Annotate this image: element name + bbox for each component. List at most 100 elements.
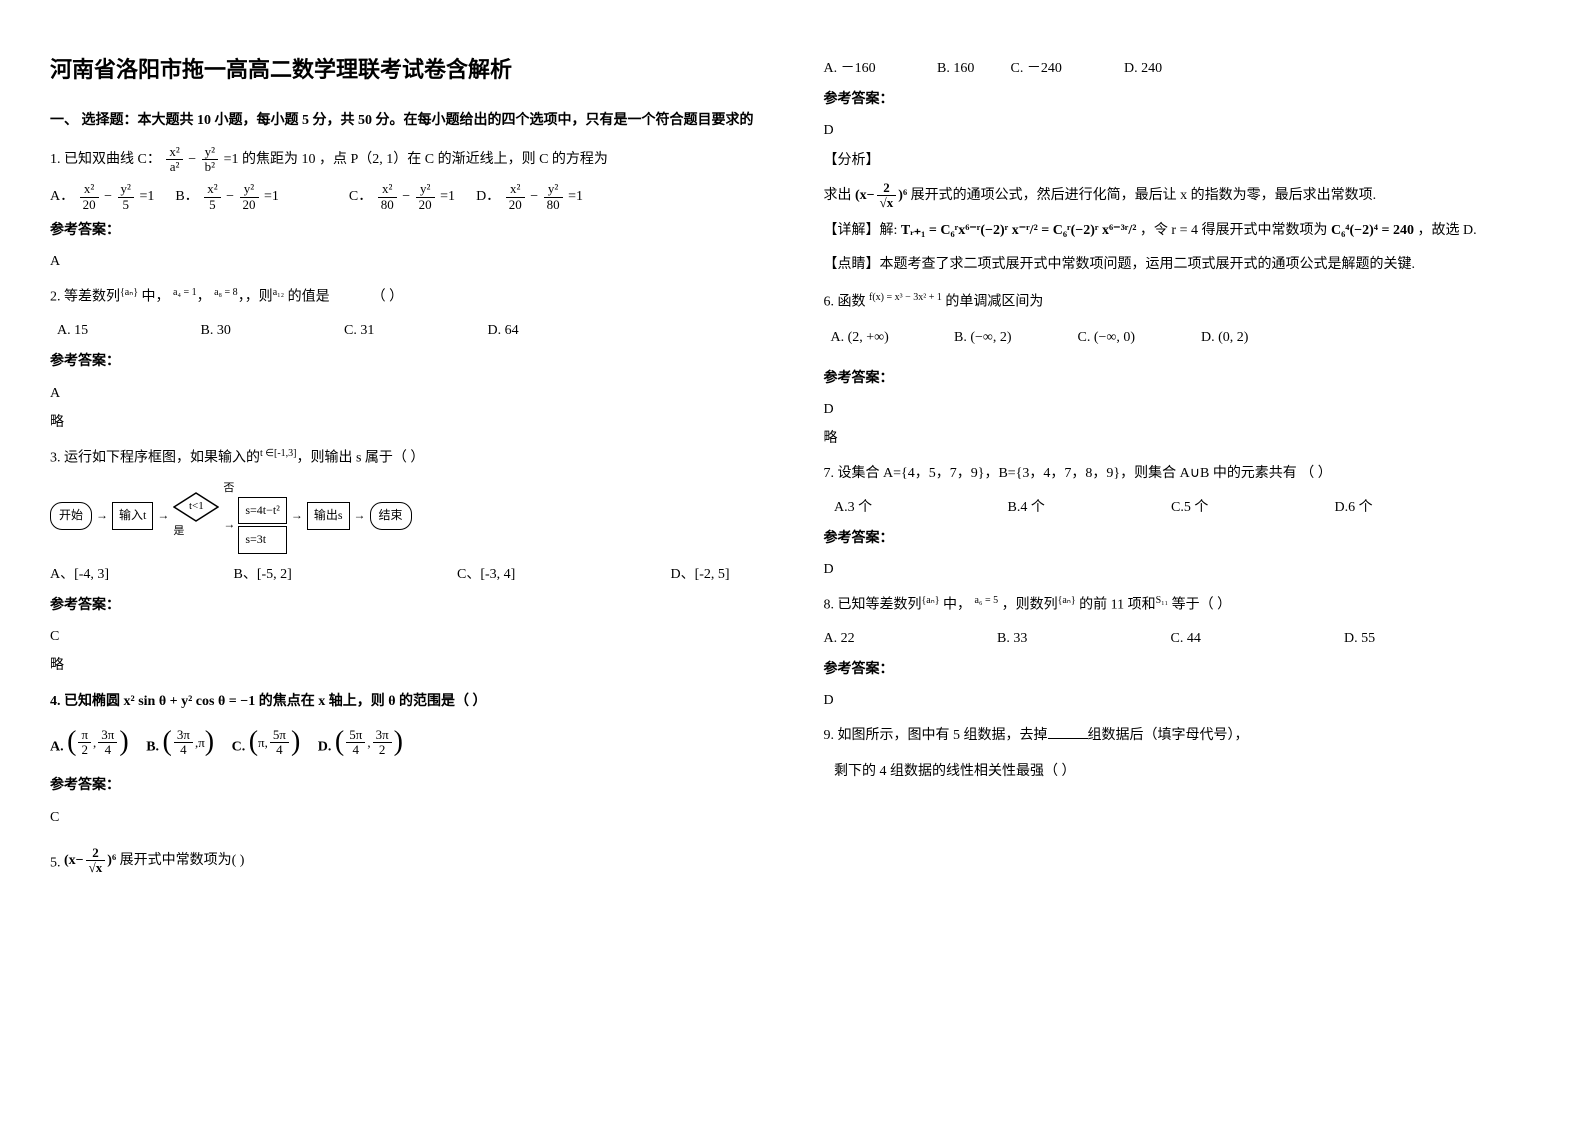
opt-c: C. 31 [344, 318, 484, 343]
q8-a6: a₆ = 5 [975, 595, 999, 606]
opt-a: A. 15 [57, 318, 197, 343]
eq: =1 [440, 189, 455, 204]
q2-a12: a₁₂ [273, 287, 284, 298]
opt-d: D、[-2, 5] [671, 567, 730, 582]
q6-b: 的单调减区间为 [945, 294, 1043, 309]
q8-c: ，则数列 [1002, 598, 1058, 613]
frac: x²20 [506, 182, 525, 212]
q3-a: 3. 运行如下程序框图，如果输入的 [50, 451, 260, 466]
answer-label: 参考答案： [824, 366, 1538, 391]
q8-options: A. 22 B. 33 C. 44 D. 55 [824, 626, 1538, 651]
q2-e: 的值是 [288, 290, 330, 305]
fc-input: 输入t [112, 502, 153, 530]
opt-d-label: D． [476, 189, 500, 204]
answer-label: 参考答案： [824, 87, 1538, 112]
opt-a-label: A. [50, 739, 64, 754]
xiangjie-label: 【详解】 [824, 223, 880, 238]
q8-d: 的前 11 项和 [1079, 598, 1155, 613]
question-5: 5. (x−2√x)⁶ 展开式中常数项为( ) [50, 846, 754, 876]
q8-an2: {aₙ} [1058, 595, 1076, 606]
q8-answer: D [824, 688, 1538, 713]
q2-a: 2. 等差数列 [50, 290, 120, 305]
opt-d: D.6 个 [1335, 500, 1373, 515]
fc-end: 结束 [370, 502, 412, 530]
question-8: 8. 已知等差数列{aₙ} 中， a₆ = 5 ，则数列{aₙ} 的前 11 项… [824, 592, 1538, 618]
q2-d: ，则 [245, 290, 273, 305]
q4-options: A. (π2,3π4) B. (3π4,π) C. (π,5π4) D. (5π… [50, 728, 754, 760]
question-3: 3. 运行如下程序框图，如果输入的t ∈[-1,3]，则输出 s 属于（ ） [50, 445, 754, 471]
q3-t: t ∈[-1,3] [260, 448, 296, 459]
frac: y²20 [416, 182, 435, 212]
q1-stem-b: =1 的焦距为 10 ，点 P（2, 1）在 C 的渐近线上，则 C 的方程为 [224, 152, 608, 167]
q5-eq2: C₆⁴(−2)⁴ = 240 [1331, 223, 1414, 238]
opt-b-label: B. [146, 739, 159, 754]
opt-b: B. 160 [937, 56, 1007, 81]
question-2: 2. 等差数列{aₙ} 中， a₄ = 1， a₈ = 8，，则a₁₂ 的值是 … [50, 284, 754, 310]
opt-c: C、[-3, 4] [457, 562, 667, 587]
eq: =1 [568, 189, 583, 204]
q2-c2: ， [238, 290, 245, 305]
q2-lue: 略 [50, 410, 754, 435]
q8-a: 8. 已知等差数列 [824, 598, 922, 613]
opt-c-label: C． [349, 189, 372, 204]
q6-options: A. (2, +∞) B. (−∞, 2) C. (−∞, 0) D. (0, … [824, 325, 1538, 350]
opt-b: B.4 个 [1008, 495, 1168, 520]
question-6: 6. 函数 f(x) = x³ − 3x² + 1 的单调减区间为 [824, 289, 1538, 315]
fc-branches: s=4t−t² s=3t [238, 497, 286, 554]
opt-c: C. －240 [1011, 56, 1121, 81]
q8-s11: S₁₁ [1156, 595, 1169, 606]
question-7: 7. 设集合 A={4，5，7，9}，B={3，4，7，8，9}，则集合 A∪B… [824, 461, 1538, 486]
frac: y²80 [544, 182, 563, 212]
opt-b-label: B． [175, 189, 198, 204]
question-9b: 剩下的 4 组数据的线性相关性最强（ ） [824, 759, 1538, 784]
q4-answer: C [50, 805, 754, 830]
q1-options: A． x²20 − y²5 =1 B． x²5 − y²20 =1 C． x²8… [50, 182, 754, 212]
opt-a: A. －160 [824, 56, 934, 81]
section-heading: 一、 选择题：本大题共 10 小题，每小题 5 分，共 50 分。在每小题给出的… [50, 108, 754, 133]
q9-a: 9. 如图所示，图中有 5 组数据，去掉 [824, 728, 1048, 743]
opt-b: B. 30 [201, 318, 341, 343]
q5-options: A. －160 B. 160 C. －240 D. 240 [824, 56, 1538, 81]
q2-b: 中， [142, 290, 170, 305]
q2-a4: a₄ = 1 [173, 287, 197, 298]
fc-cond-group: t<1 是 [173, 492, 219, 540]
q5-detail-b: ，故选 D. [1417, 223, 1476, 238]
fc-cond: t<1 [173, 492, 219, 522]
opt-a: A. 22 [824, 626, 994, 651]
q7-answer: D [824, 557, 1538, 582]
opt-c: C. 44 [1171, 626, 1341, 651]
q2-blank: （ ） [372, 290, 404, 305]
opt-b: B. (−∞, 2) [954, 325, 1074, 350]
frac: x²a² [166, 145, 182, 175]
answer-label: 参考答案： [50, 773, 754, 798]
opt-d: D. (0, 2) [1201, 330, 1248, 345]
question-9: 9. 如图所示，图中有 5 组数据，去掉 组数据后（填字母代号）， [824, 723, 1538, 748]
q5-stem: 展开式中常数项为( ) [120, 853, 245, 868]
interval-a: (π2,3π4) [67, 728, 129, 758]
opt-d: D. 240 [1124, 61, 1162, 76]
question-4: 4. 已知椭圆 x² sin θ + y² cos θ = −1 的焦点在 x … [50, 689, 754, 714]
q5-summary: 【点睛】本题考查了求二项式展开式中常数项问题，运用二项式展开式的通项公式是解题的… [824, 252, 1538, 277]
opt-c: C.5 个 [1171, 495, 1331, 520]
q5-answer: D [824, 118, 1538, 143]
eq: =1 [139, 189, 154, 204]
fc-out: 输出s [307, 502, 350, 530]
q5-analysis: 求出 (x−2√x)⁶ 展开式的通项公式，然后进行化简，最后让 x 的指数为零，… [824, 181, 1538, 211]
frac: y²20 [240, 182, 259, 212]
answer-label: 参考答案： [50, 349, 754, 374]
opt-a: A、[-4, 3] [50, 562, 230, 587]
q2-options: A. 15 B. 30 C. 31 D. 64 [50, 318, 754, 343]
q8-b: 中， [943, 598, 971, 613]
q2-a8: a₈ = 8 [214, 287, 238, 298]
jie-label: 解: [880, 223, 898, 238]
dianqing-label: 【点睛】 [824, 257, 880, 272]
opt-a: A. (2, +∞) [831, 325, 951, 350]
q6-lue: 略 [824, 426, 1538, 451]
frac: y²b² [202, 145, 218, 175]
q6-fx: f(x) = x³ − 3x² + 1 [869, 292, 942, 303]
opt-d: D. 64 [488, 323, 519, 338]
fc-start: 开始 [50, 502, 92, 530]
q5-analysis-text: 展开式的通项公式，然后进行化简，最后让 x 的指数为零，最后求出常数项. [911, 188, 1377, 203]
q9-b: 组数据后（填字母代号）， [1088, 728, 1249, 743]
q5-eq1: Tᵣ₊₁ = C₆ʳx⁶⁻ʳ(−2)ʳ x⁻ʳ/² = C₆ʳ(−2)ʳ x⁶⁻… [901, 223, 1137, 238]
